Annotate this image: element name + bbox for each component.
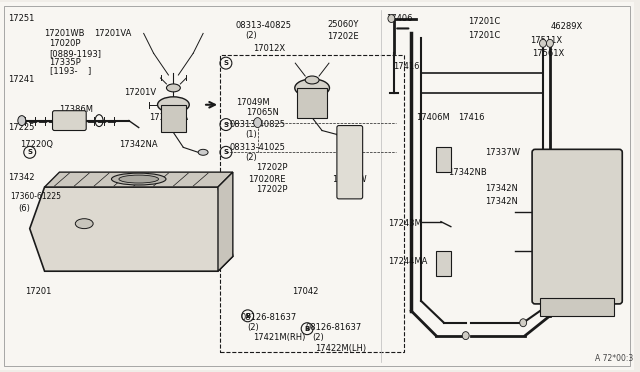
Ellipse shape	[157, 97, 189, 113]
Text: 08313-40825: 08313-40825	[236, 21, 292, 30]
Bar	[297, 88, 327, 118]
Text: 17342+A: 17342+A	[148, 113, 188, 122]
Text: 17201VA: 17201VA	[94, 29, 131, 38]
Ellipse shape	[547, 39, 554, 47]
Text: (2): (2)	[312, 333, 324, 342]
Text: 17416: 17416	[458, 113, 484, 122]
Text: 17244MA: 17244MA	[388, 257, 428, 266]
Text: 17202P: 17202P	[255, 186, 287, 195]
Ellipse shape	[388, 15, 395, 23]
FancyBboxPatch shape	[532, 149, 622, 304]
Text: 17386M: 17386M	[60, 105, 93, 114]
Bar	[436, 147, 451, 172]
Text: 17360-61225: 17360-61225	[10, 192, 61, 201]
Ellipse shape	[520, 319, 527, 327]
FancyBboxPatch shape	[337, 126, 363, 199]
Ellipse shape	[337, 132, 345, 137]
Text: [1193-    ]: [1193- ]	[49, 67, 91, 76]
Ellipse shape	[166, 84, 180, 92]
Text: 17012X: 17012X	[253, 44, 285, 53]
Polygon shape	[218, 172, 233, 271]
Ellipse shape	[111, 173, 166, 185]
Text: 17244M: 17244M	[550, 292, 584, 301]
Text: 17337W: 17337W	[486, 148, 520, 157]
Text: 17335P: 17335P	[49, 58, 81, 67]
Ellipse shape	[253, 118, 262, 128]
Text: (1): (1)	[246, 130, 257, 139]
Text: 17342NB: 17342NB	[448, 168, 486, 177]
Text: 17314: 17314	[545, 170, 572, 179]
Text: B: B	[245, 313, 250, 319]
Text: 17020RE: 17020RE	[248, 174, 285, 183]
Text: 17201C: 17201C	[468, 17, 500, 26]
Text: 08313-40825: 08313-40825	[230, 120, 286, 129]
Text: 17202P: 17202P	[255, 163, 287, 171]
Polygon shape	[45, 172, 233, 187]
Ellipse shape	[305, 76, 319, 84]
Text: 17342: 17342	[8, 173, 35, 182]
Text: 25060Y: 25060Y	[327, 20, 358, 29]
Text: 17225: 17225	[8, 123, 35, 132]
Ellipse shape	[76, 219, 93, 229]
Text: 17201: 17201	[25, 286, 51, 295]
Text: 17065N: 17065N	[246, 108, 278, 117]
Polygon shape	[29, 187, 233, 271]
Text: 17243M: 17243M	[388, 219, 422, 228]
Text: 17342N: 17342N	[486, 198, 518, 206]
Text: S: S	[28, 149, 32, 155]
Text: 08126-81637: 08126-81637	[241, 313, 297, 322]
Text: S: S	[223, 60, 228, 66]
Text: S: S	[223, 149, 228, 155]
Text: 17422M(LH): 17422M(LH)	[315, 344, 366, 353]
Text: 17020P: 17020P	[49, 39, 81, 48]
Text: 46289X: 46289X	[551, 22, 583, 31]
Text: 17561X: 17561X	[532, 49, 564, 58]
Ellipse shape	[198, 149, 208, 155]
FancyBboxPatch shape	[52, 111, 86, 131]
Text: 17201W: 17201W	[332, 174, 367, 183]
Text: 17342N: 17342N	[486, 185, 518, 193]
Text: 08126-81637: 08126-81637	[305, 323, 362, 332]
Bar	[436, 251, 451, 276]
Text: B: B	[305, 326, 310, 332]
Text: 17201C: 17201C	[468, 31, 500, 40]
Ellipse shape	[295, 79, 330, 97]
Bar	[220, 55, 404, 352]
Text: 17220Q: 17220Q	[20, 140, 53, 149]
Text: 17406M: 17406M	[416, 113, 450, 122]
Text: A 72*00:3: A 72*00:3	[595, 354, 633, 363]
Text: 17201WB: 17201WB	[45, 29, 85, 38]
Text: (2): (2)	[246, 153, 257, 162]
Text: (2): (2)	[246, 31, 257, 40]
Bar	[540, 298, 614, 316]
Text: 17342NA: 17342NA	[119, 140, 157, 149]
Ellipse shape	[540, 39, 547, 47]
Text: 17251: 17251	[8, 14, 35, 23]
Text: S: S	[223, 122, 228, 128]
Text: 17049M: 17049M	[236, 98, 269, 107]
Text: (6): (6)	[18, 204, 29, 213]
Text: 17243M: 17243M	[550, 267, 584, 276]
Text: 17241: 17241	[8, 76, 35, 84]
Text: (2): (2)	[248, 323, 259, 332]
Text: 08313-41025: 08313-41025	[230, 143, 285, 152]
Ellipse shape	[119, 175, 159, 183]
Bar	[161, 105, 186, 132]
Text: 17201V: 17201V	[124, 89, 156, 97]
Text: 17511X: 17511X	[530, 36, 562, 45]
Text: 17042: 17042	[292, 286, 319, 295]
Text: 17202E: 17202E	[327, 32, 358, 41]
Text: 17502X: 17502X	[543, 150, 575, 159]
Text: 17406: 17406	[387, 14, 413, 23]
Text: 17421M(RH): 17421M(RH)	[253, 333, 305, 342]
Ellipse shape	[18, 116, 26, 126]
Text: [0889-1193]: [0889-1193]	[49, 49, 102, 58]
Ellipse shape	[462, 332, 469, 340]
Text: 17416: 17416	[394, 62, 420, 71]
